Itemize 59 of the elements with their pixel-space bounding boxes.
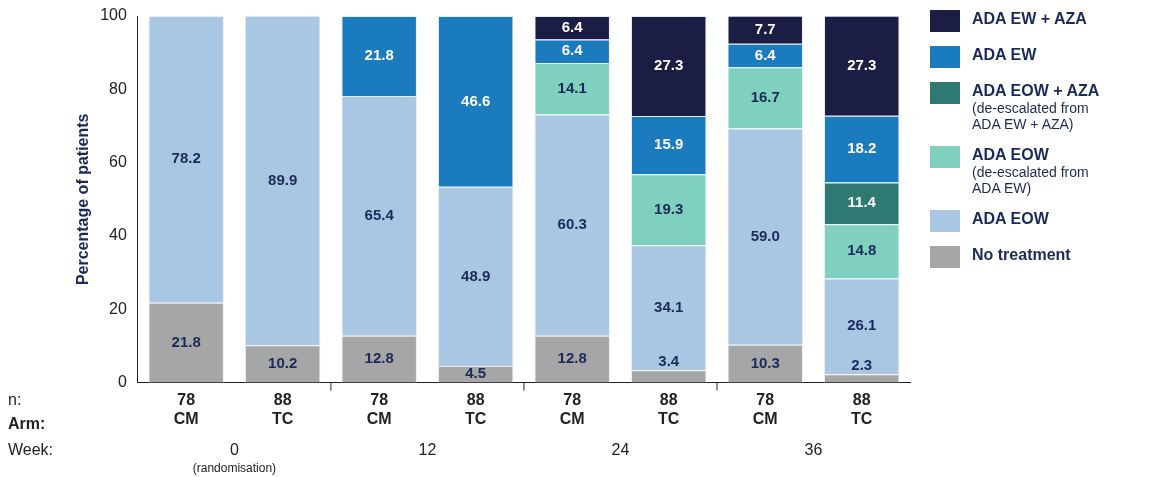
data-label: 65.4 xyxy=(364,205,395,223)
data-label: 59.0 xyxy=(750,226,780,244)
data-label: 14.1 xyxy=(557,78,587,96)
data-label: 18.2 xyxy=(847,139,877,157)
data-label: 7.7 xyxy=(754,19,776,37)
data-label: 4.5 xyxy=(465,364,487,382)
data-label: 10.2 xyxy=(268,354,298,372)
x-tick-label: 88 TC xyxy=(465,390,487,427)
legend-label: ADA EW + AZA xyxy=(972,10,1087,28)
text: 12 xyxy=(418,441,437,459)
data-label: 3.4 xyxy=(658,352,680,370)
text: n: xyxy=(8,391,22,409)
y-tick-label: 20 xyxy=(109,299,127,317)
data-label: 78.2 xyxy=(171,149,201,167)
y-tick-label: 80 xyxy=(109,79,127,97)
y-tick-label: 100 xyxy=(100,6,127,24)
data-label: 16.7 xyxy=(750,88,780,106)
y-tick-label: 40 xyxy=(109,226,127,244)
data-label: 6.4 xyxy=(561,41,584,59)
data-label: 89.9 xyxy=(268,170,298,188)
data-label: 15.9 xyxy=(654,135,684,153)
legend-label: ADA EOW xyxy=(972,210,1049,228)
data-label: 46.6 xyxy=(461,91,491,109)
data-label: 11.4 xyxy=(847,193,877,211)
data-label: 26.1 xyxy=(847,316,877,334)
data-label: 21.8 xyxy=(171,332,201,350)
y-axis-title: Percentage of patients xyxy=(74,113,92,286)
text: Arm: xyxy=(8,415,46,433)
data-label: 19.3 xyxy=(654,199,684,217)
text: 24 xyxy=(611,441,630,459)
x-tick-label: 78 CM xyxy=(366,390,392,427)
data-label: 6.4 xyxy=(561,17,584,35)
data-label: 14.8 xyxy=(847,241,877,259)
text: 36 xyxy=(804,441,823,459)
data-label: 48.9 xyxy=(461,266,491,284)
legend-label: No treatment xyxy=(972,246,1071,264)
y-tick-label: 0 xyxy=(117,373,127,391)
x-tick-label: 78 CM xyxy=(173,390,199,427)
legend-label: ADA EOW + AZA (de-escalated from ADA EW + AZA) xyxy=(972,82,1100,132)
data-label: 27.3 xyxy=(654,56,684,74)
text: 0 (randomisation) xyxy=(192,441,277,475)
data-label: 34.1 xyxy=(654,297,684,315)
x-tick-label: 88 TC xyxy=(658,390,680,427)
x-tick-label: 88 TC xyxy=(851,390,873,427)
data-label: 12.8 xyxy=(364,349,394,367)
y-tick-label: 60 xyxy=(109,153,127,171)
x-tick-label: 78 CM xyxy=(752,390,778,427)
data-label: 2.3 xyxy=(851,356,873,374)
data-label: 12.8 xyxy=(557,349,587,367)
x-tick-label: 88 TC xyxy=(272,390,294,427)
data-label: 10.3 xyxy=(750,353,780,371)
legend-label: ADA EW xyxy=(972,46,1037,64)
data-label: 60.3 xyxy=(557,215,587,233)
data-label: 21.8 xyxy=(364,46,394,64)
x-tick-label: 78 CM xyxy=(559,390,585,427)
text: Week: xyxy=(8,441,54,459)
data-label: 6.4 xyxy=(754,45,777,63)
legend-label: ADA EOW (de-escalated from ADA EW) xyxy=(972,146,1089,196)
data-label: 27.3 xyxy=(847,55,877,73)
